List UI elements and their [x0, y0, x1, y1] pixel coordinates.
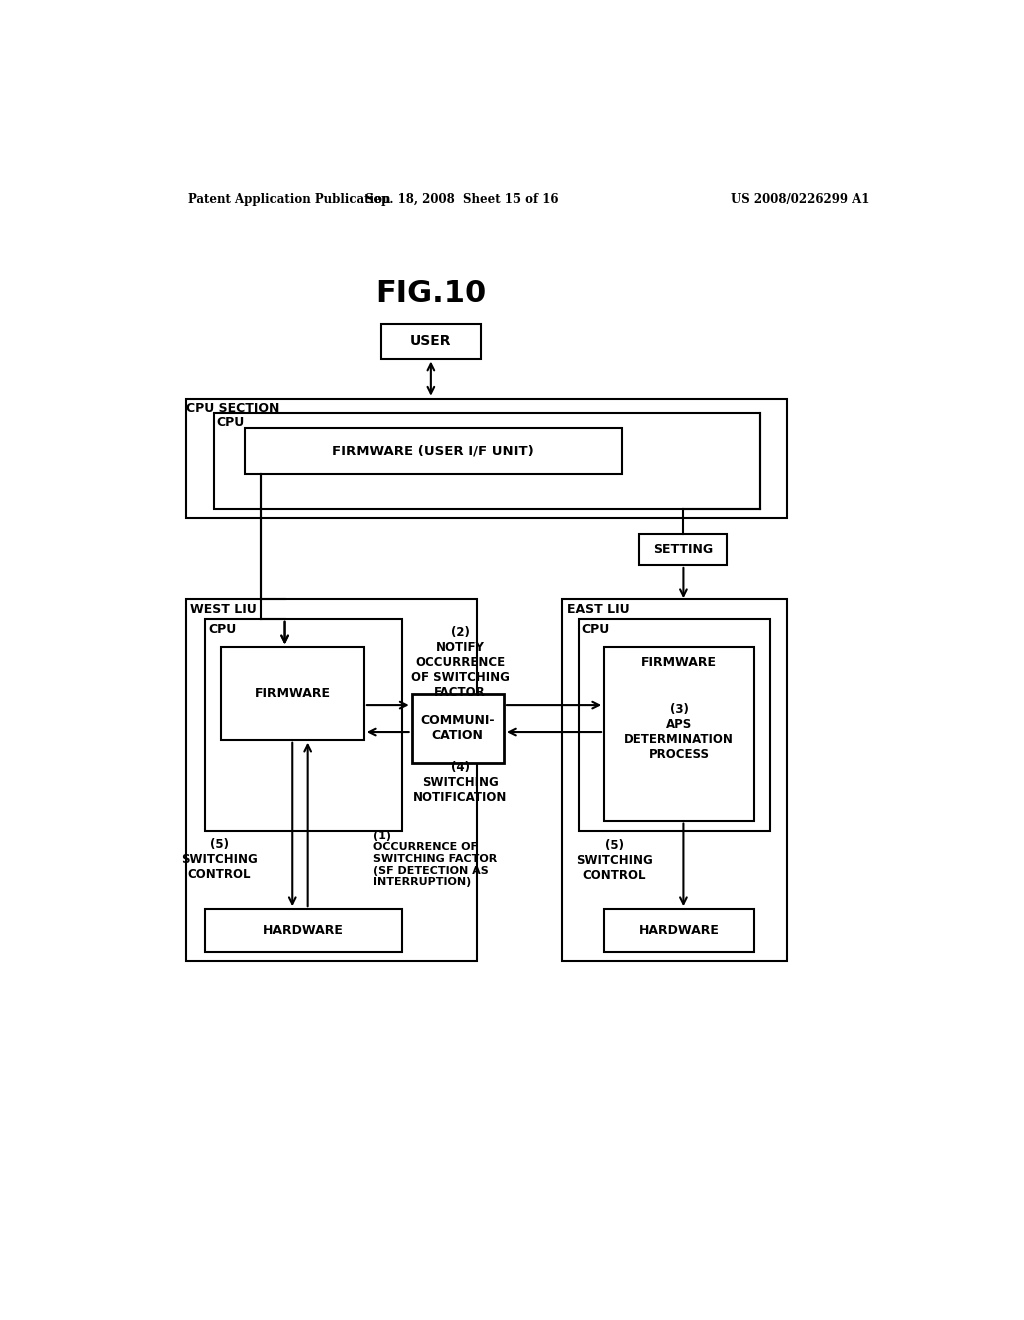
Text: COMMUNI-
CATION: COMMUNI- CATION	[421, 714, 495, 742]
Text: SETTING: SETTING	[653, 543, 713, 556]
Bar	[205, 909, 401, 952]
Text: (4)
SWITCHING
NOTIFICATION: (4) SWITCHING NOTIFICATION	[413, 760, 507, 804]
Text: FIRMWARE (USER I/F UNIT): FIRMWARE (USER I/F UNIT)	[333, 445, 535, 458]
Text: (1)
OCCURRENCE OF
SWITCHING FACTOR
(SF DETECTION AS
INTERRUPTION): (1) OCCURRENCE OF SWITCHING FACTOR (SF D…	[373, 830, 498, 887]
Text: USER: USER	[410, 334, 452, 348]
Text: (3)
APS
DETERMINATION
PROCESS: (3) APS DETERMINATION PROCESS	[625, 704, 734, 762]
Bar	[214, 412, 761, 508]
Bar	[381, 323, 481, 359]
Bar	[412, 693, 504, 763]
Bar	[186, 599, 477, 961]
Text: FIG.10: FIG.10	[375, 279, 486, 308]
Bar	[639, 535, 727, 565]
Text: CPU: CPU	[208, 623, 237, 636]
Text: WEST LIU: WEST LIU	[189, 603, 256, 616]
Text: Patent Application Publication: Patent Application Publication	[188, 193, 391, 206]
Bar	[205, 619, 401, 830]
Text: US 2008/0226299 A1: US 2008/0226299 A1	[731, 193, 869, 206]
Bar	[221, 647, 364, 739]
Text: HARDWARE: HARDWARE	[639, 924, 720, 937]
Bar	[562, 599, 786, 961]
Bar	[245, 428, 622, 474]
Text: CPU: CPU	[216, 416, 245, 429]
Text: CPU: CPU	[582, 623, 609, 636]
Text: Sep. 18, 2008  Sheet 15 of 16: Sep. 18, 2008 Sheet 15 of 16	[365, 193, 558, 206]
Text: (5)
SWITCHING
CONTROL: (5) SWITCHING CONTROL	[575, 840, 652, 882]
Bar	[604, 909, 755, 952]
Text: FIRMWARE: FIRMWARE	[255, 686, 331, 700]
Bar	[579, 619, 770, 830]
Text: CPU SECTION: CPU SECTION	[185, 403, 279, 416]
Text: EAST LIU: EAST LIU	[567, 603, 630, 616]
Text: (5)
SWITCHING
CONTROL: (5) SWITCHING CONTROL	[180, 838, 257, 880]
Bar	[604, 647, 755, 821]
Text: (2)
NOTIFY
OCCURRENCE
OF SWITCHING
FACTOR: (2) NOTIFY OCCURRENCE OF SWITCHING FACTO…	[411, 626, 510, 700]
Text: HARDWARE: HARDWARE	[263, 924, 344, 937]
Bar	[186, 399, 786, 517]
Text: FIRMWARE: FIRMWARE	[641, 656, 717, 669]
